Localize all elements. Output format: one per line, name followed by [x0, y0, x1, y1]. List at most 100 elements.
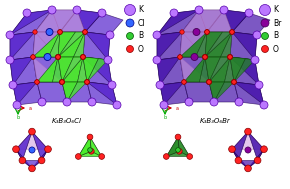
- Circle shape: [207, 80, 211, 84]
- Polygon shape: [230, 57, 246, 82]
- Circle shape: [88, 98, 96, 106]
- Circle shape: [106, 58, 110, 62]
- Polygon shape: [180, 32, 207, 57]
- Polygon shape: [195, 32, 207, 57]
- Circle shape: [228, 55, 232, 59]
- Polygon shape: [62, 82, 92, 102]
- Circle shape: [13, 101, 21, 109]
- Text: K₃B₃O₆Br: K₃B₃O₆Br: [200, 118, 230, 124]
- Circle shape: [203, 55, 207, 59]
- Circle shape: [88, 148, 92, 152]
- Circle shape: [75, 154, 81, 159]
- Polygon shape: [209, 82, 224, 102]
- Circle shape: [235, 98, 243, 106]
- Circle shape: [58, 30, 62, 34]
- Circle shape: [85, 80, 89, 84]
- Polygon shape: [83, 57, 112, 85]
- Polygon shape: [182, 10, 207, 32]
- Text: Br: Br: [273, 19, 281, 28]
- Circle shape: [60, 80, 64, 84]
- Circle shape: [262, 103, 266, 107]
- Polygon shape: [16, 132, 48, 149]
- Circle shape: [108, 33, 112, 37]
- Circle shape: [104, 56, 112, 64]
- Circle shape: [230, 30, 234, 34]
- Polygon shape: [33, 32, 58, 57]
- Circle shape: [38, 98, 46, 106]
- Polygon shape: [77, 57, 87, 82]
- Polygon shape: [207, 10, 249, 32]
- Circle shape: [9, 81, 17, 89]
- Circle shape: [207, 80, 211, 84]
- Circle shape: [178, 55, 182, 59]
- Circle shape: [254, 157, 261, 164]
- Polygon shape: [35, 10, 60, 32]
- Circle shape: [253, 58, 257, 62]
- Text: K₃B₃O₆Cl: K₃B₃O₆Cl: [52, 118, 82, 124]
- Text: b: b: [164, 115, 166, 120]
- Circle shape: [155, 33, 159, 37]
- Circle shape: [124, 5, 135, 15]
- Polygon shape: [10, 57, 37, 85]
- Circle shape: [262, 33, 269, 40]
- Circle shape: [260, 101, 268, 109]
- Polygon shape: [33, 32, 60, 57]
- Polygon shape: [85, 32, 110, 60]
- Circle shape: [48, 6, 56, 14]
- Circle shape: [81, 55, 85, 59]
- Polygon shape: [205, 32, 232, 57]
- Circle shape: [180, 30, 184, 34]
- Polygon shape: [209, 57, 230, 82]
- Polygon shape: [83, 57, 112, 85]
- Polygon shape: [58, 32, 85, 57]
- Polygon shape: [10, 32, 35, 60]
- Circle shape: [245, 147, 251, 153]
- Circle shape: [56, 55, 60, 59]
- Circle shape: [228, 55, 232, 59]
- Circle shape: [205, 30, 209, 34]
- Circle shape: [83, 30, 87, 34]
- Circle shape: [60, 80, 64, 84]
- Circle shape: [56, 55, 60, 59]
- Circle shape: [255, 33, 259, 37]
- Polygon shape: [205, 57, 220, 82]
- Circle shape: [253, 31, 261, 39]
- Circle shape: [172, 11, 176, 15]
- Circle shape: [56, 55, 60, 59]
- Circle shape: [13, 146, 19, 153]
- Circle shape: [182, 80, 186, 84]
- Circle shape: [232, 80, 236, 84]
- Polygon shape: [10, 32, 35, 60]
- Polygon shape: [232, 13, 270, 35]
- Circle shape: [164, 154, 169, 159]
- Polygon shape: [166, 137, 179, 156]
- Circle shape: [232, 80, 236, 84]
- Polygon shape: [52, 10, 77, 32]
- Polygon shape: [160, 82, 184, 105]
- Circle shape: [156, 81, 164, 89]
- Circle shape: [38, 157, 45, 164]
- Polygon shape: [157, 10, 199, 35]
- Polygon shape: [238, 160, 258, 168]
- Polygon shape: [32, 132, 48, 160]
- Polygon shape: [224, 57, 234, 82]
- Circle shape: [207, 80, 211, 84]
- Polygon shape: [234, 82, 264, 105]
- Circle shape: [65, 100, 69, 104]
- Polygon shape: [58, 32, 75, 57]
- Circle shape: [153, 56, 161, 64]
- Circle shape: [262, 46, 269, 53]
- Circle shape: [81, 55, 85, 59]
- Circle shape: [29, 165, 35, 172]
- Circle shape: [8, 33, 12, 37]
- Polygon shape: [248, 132, 264, 160]
- Circle shape: [203, 55, 207, 59]
- Circle shape: [110, 83, 114, 87]
- Circle shape: [185, 98, 193, 106]
- Circle shape: [176, 148, 182, 154]
- Polygon shape: [184, 82, 214, 102]
- Circle shape: [63, 98, 71, 106]
- Circle shape: [232, 80, 236, 84]
- Circle shape: [6, 31, 14, 39]
- Polygon shape: [157, 32, 182, 60]
